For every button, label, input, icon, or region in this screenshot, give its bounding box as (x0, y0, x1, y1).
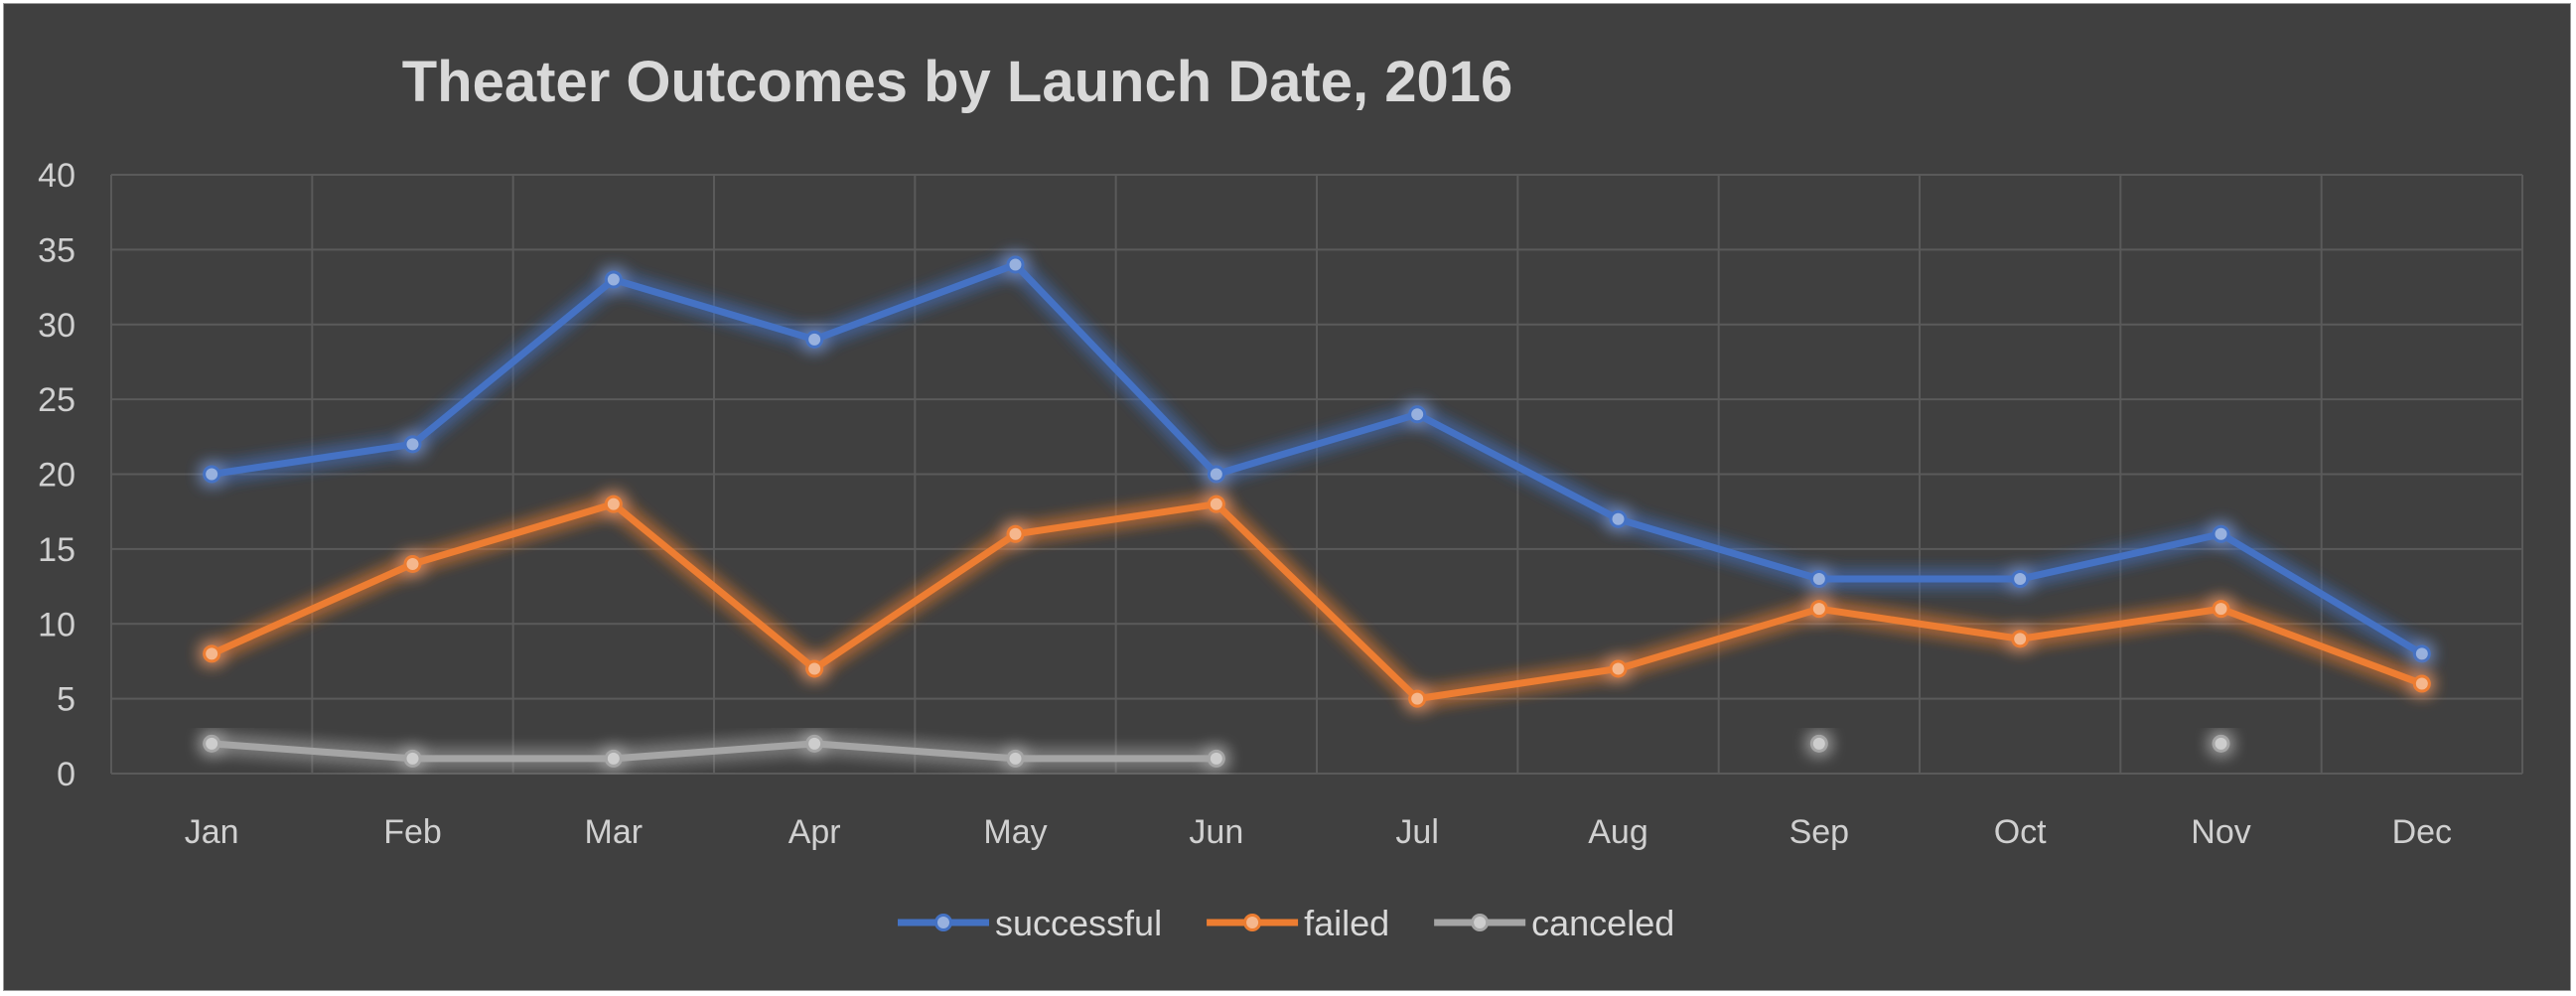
x-tick-label: May (983, 813, 1047, 851)
x-tick-label: Sep (1789, 813, 1850, 851)
data-point-highlight (2215, 527, 2227, 540)
x-tick-label: Jun (1189, 813, 1243, 851)
series-line (208, 500, 2426, 703)
legend-swatch-highlight (1474, 917, 1487, 928)
y-axis-ticks: 0 5 10 15 20 25 30 35 40 (38, 157, 75, 793)
x-tick-label: Jul (1395, 813, 1438, 851)
data-point-highlight (2415, 677, 2428, 690)
data-point-highlight (808, 662, 821, 675)
legend-swatch-marker (934, 914, 952, 931)
y-tick-label: 30 (38, 307, 75, 345)
data-point-highlight (206, 737, 218, 750)
data-point-highlight (607, 273, 620, 286)
x-tick-label: Nov (2191, 813, 2250, 851)
data-point-highlight (1210, 468, 1222, 481)
y-tick-label: 10 (38, 606, 75, 643)
x-tick-label: Jan (185, 813, 239, 851)
data-point-highlight (1812, 573, 1825, 586)
x-tick-label: Feb (383, 813, 442, 851)
series-failed (203, 495, 2431, 708)
y-tick-label: 15 (38, 531, 75, 569)
data-point-highlight (206, 647, 218, 660)
data-point-highlight (607, 498, 620, 510)
legend-swatch-highlight (937, 917, 949, 928)
y-tick-label: 5 (57, 681, 75, 719)
series-line (208, 260, 2426, 657)
chart-area: Theater Outcomes by Launch Date, 2016 0 5… (3, 3, 2571, 991)
legend-label: canceled (1531, 903, 1674, 943)
x-tick-label: Dec (2392, 813, 2452, 851)
data-point-highlight (2415, 647, 2428, 660)
data-point-highlight (1009, 258, 1022, 271)
data-point-highlight (406, 438, 419, 451)
y-tick-label: 0 (57, 756, 75, 793)
legend-swatch-highlight (1246, 917, 1259, 928)
data-point-highlight (607, 752, 620, 765)
legend-item-canceled: canceled (1434, 903, 1674, 943)
data-point-highlight (1009, 527, 1022, 540)
y-tick-label: 40 (38, 157, 75, 195)
x-tick-label: Apr (788, 813, 841, 851)
data-point-highlight (1612, 662, 1625, 675)
legend: successful failed canceled (898, 903, 1674, 943)
x-tick-label: Mar (585, 813, 644, 851)
x-tick-label: Oct (1994, 813, 2047, 851)
data-point-highlight (1812, 737, 1825, 750)
data-point-highlight (808, 333, 821, 346)
x-axis-ticks: Jan Feb Mar Apr May Jun Jul Aug Sep Oct Nov Dec (185, 813, 2452, 851)
legend-swatch-marker (1243, 914, 1262, 931)
data-point-highlight (2215, 737, 2227, 750)
legend-swatch-marker (1471, 914, 1490, 931)
series-lines (203, 255, 2431, 768)
y-tick-label: 20 (38, 457, 75, 495)
data-point-highlight (1612, 512, 1625, 525)
data-point-highlight (1009, 752, 1022, 765)
data-point-highlight (2014, 633, 2027, 645)
data-point-highlight (1210, 498, 1222, 510)
data-point-highlight (2014, 573, 2027, 586)
data-point-highlight (1812, 603, 1825, 616)
chart-title: Theater Outcomes by Launch Date, 2016 (402, 50, 1512, 114)
legend-label: successful (995, 903, 1162, 943)
x-tick-label: Aug (1588, 813, 1648, 851)
data-point-highlight (406, 752, 419, 765)
data-point-highlight (1411, 692, 1424, 705)
data-point-highlight (1411, 408, 1424, 421)
series-line (208, 740, 1220, 763)
legend-item-successful: successful (898, 903, 1162, 943)
y-tick-label: 35 (38, 231, 75, 269)
data-point-highlight (406, 557, 419, 570)
line-chart: Theater Outcomes by Launch Date, 2016 0 5… (38, 50, 2523, 943)
data-point-highlight (206, 468, 218, 481)
gridlines (110, 174, 2523, 775)
series-successful (203, 255, 2431, 663)
series-canceled (203, 734, 2230, 768)
legend-label: failed (1304, 903, 1389, 943)
data-point-highlight (1210, 752, 1222, 765)
data-point-highlight (808, 737, 821, 750)
data-point-highlight (2215, 603, 2227, 616)
y-tick-label: 25 (38, 381, 75, 419)
legend-item-failed: failed (1207, 903, 1389, 943)
